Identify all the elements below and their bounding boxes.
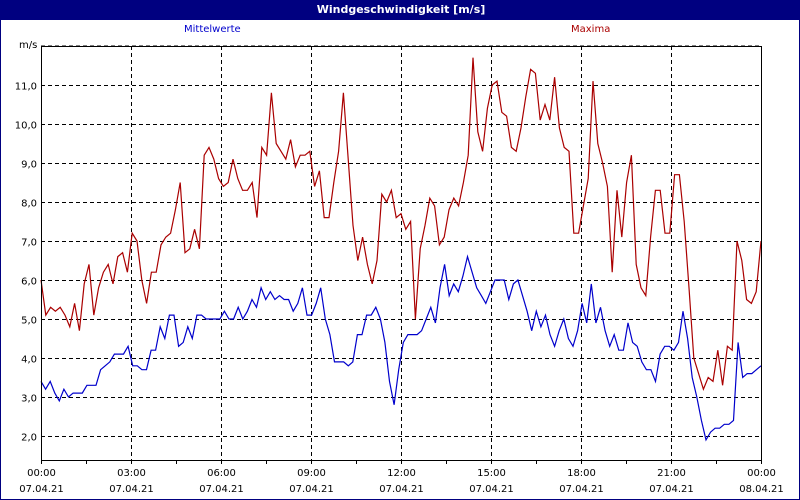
x-tick-time: 06:00 <box>207 468 236 479</box>
y-tick-label: 5,0 <box>21 316 37 327</box>
x-tick-date: 08.04.21 <box>739 484 784 495</box>
y-tick-label: 3,0 <box>21 394 37 405</box>
x-tick-date: 07.04.21 <box>649 484 694 495</box>
series-line-mean <box>40 254 762 442</box>
x-tick-time: 12:00 <box>387 468 416 479</box>
x-tick-date: 07.04.21 <box>109 484 154 495</box>
x-tick-date: 07.04.21 <box>289 484 334 495</box>
x-tick-date: 07.04.21 <box>559 484 604 495</box>
y-tick-label: 11,0 <box>15 82 37 93</box>
x-tick-date: 07.04.21 <box>379 484 424 495</box>
y-tick-label: 8,0 <box>21 199 37 210</box>
x-tick-time: 18:00 <box>567 468 596 479</box>
y-tick-label: 2,0 <box>21 433 37 444</box>
y-tick-label: 7,0 <box>21 238 37 249</box>
x-tick-time: 15:00 <box>477 468 506 479</box>
y-tick-label: 4,0 <box>21 355 37 366</box>
x-tick-date: 07.04.21 <box>469 484 514 495</box>
x-tick-date: 07.04.21 <box>19 484 64 495</box>
x-tick-time: 00:00 <box>747 468 776 479</box>
y-axis-unit: m/s <box>19 40 38 51</box>
legend-mean: Mittelwerte <box>184 24 241 35</box>
y-tick-label: 9,0 <box>21 160 37 171</box>
x-tick-time: 21:00 <box>657 468 686 479</box>
x-tick-date: 07.04.21 <box>199 484 244 495</box>
y-tick-label: 6,0 <box>21 277 37 288</box>
x-tick-time: 00:00 <box>27 468 56 479</box>
x-tick-time: 09:00 <box>297 468 326 479</box>
legend-max: Maxima <box>571 24 611 35</box>
series-line-max <box>40 57 762 391</box>
plot-frame <box>41 46 762 461</box>
window-title: Windgeschwindigkeit [m/s] <box>1 0 800 20</box>
x-tick-time: 03:00 <box>117 468 146 479</box>
y-tick-label: 10,0 <box>15 121 37 132</box>
